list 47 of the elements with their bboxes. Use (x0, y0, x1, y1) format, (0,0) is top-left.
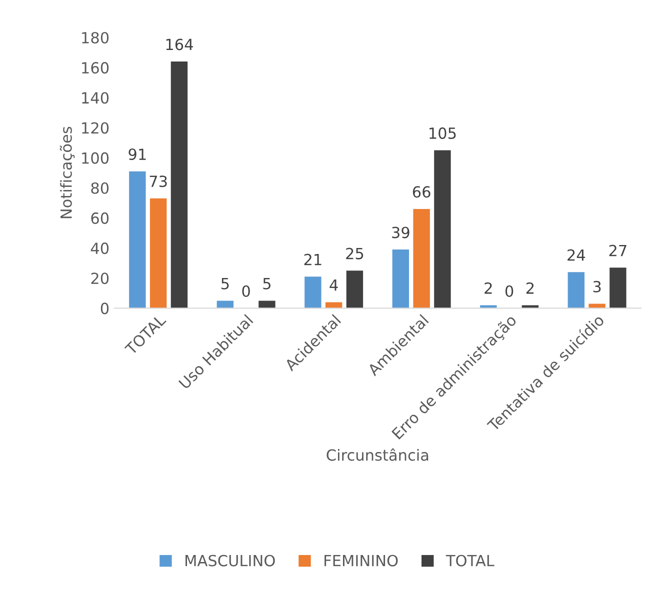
data-label: 164 (166, 38, 193, 50)
bar (325, 302, 342, 308)
bar (170, 62, 188, 308)
data-label: 5 (221, 278, 229, 290)
y-tick-label: 100 (82, 152, 109, 164)
data-label: 4 (330, 280, 338, 291)
data-label: 5 (263, 278, 270, 290)
bar (346, 270, 364, 308)
legend-label: TOTAL (446, 554, 494, 566)
legend-label: MASCULINO (186, 554, 275, 566)
data-label: 105 (430, 127, 456, 139)
bar (150, 198, 167, 308)
y-tick-label: 20 (91, 272, 109, 284)
bar (588, 304, 606, 308)
y-tick-label: 40 (90, 242, 109, 254)
bar (216, 300, 234, 308)
data-label: 21 (304, 254, 322, 266)
bar (258, 300, 276, 308)
bar (129, 171, 146, 308)
data-label: 24 (568, 249, 586, 261)
y-tick-label: 180 (82, 32, 109, 44)
y-tick-label: 80 (91, 182, 109, 194)
bar (392, 250, 410, 308)
y-axis-title: Notificações (60, 126, 75, 218)
legend-label: FEMININO (324, 554, 398, 566)
y-tick-label: 160 (82, 62, 109, 74)
data-label: 73 (150, 176, 167, 188)
data-label: 91 (128, 148, 146, 160)
y-tick-label: 60 (91, 212, 109, 224)
x-axis-title: Circunstância (326, 448, 428, 461)
bar (610, 268, 626, 308)
data-label: 0 (242, 285, 250, 297)
bar (413, 208, 430, 308)
bar (568, 272, 585, 308)
data-label: 2 (484, 282, 492, 294)
y-tick-label: 140 (82, 92, 109, 104)
data-label: 66 (412, 186, 430, 198)
y-tick-label: 0 (100, 302, 109, 314)
data-label: 39 (392, 226, 410, 238)
data-label: 2 (526, 282, 534, 294)
y-tick-label: 120 (82, 122, 109, 134)
bar (434, 150, 451, 308)
data-label: 3 (593, 280, 601, 292)
data-label: 0 (505, 285, 514, 297)
bar (304, 276, 322, 308)
data-label: 25 (346, 248, 364, 260)
data-label: 27 (609, 244, 626, 256)
